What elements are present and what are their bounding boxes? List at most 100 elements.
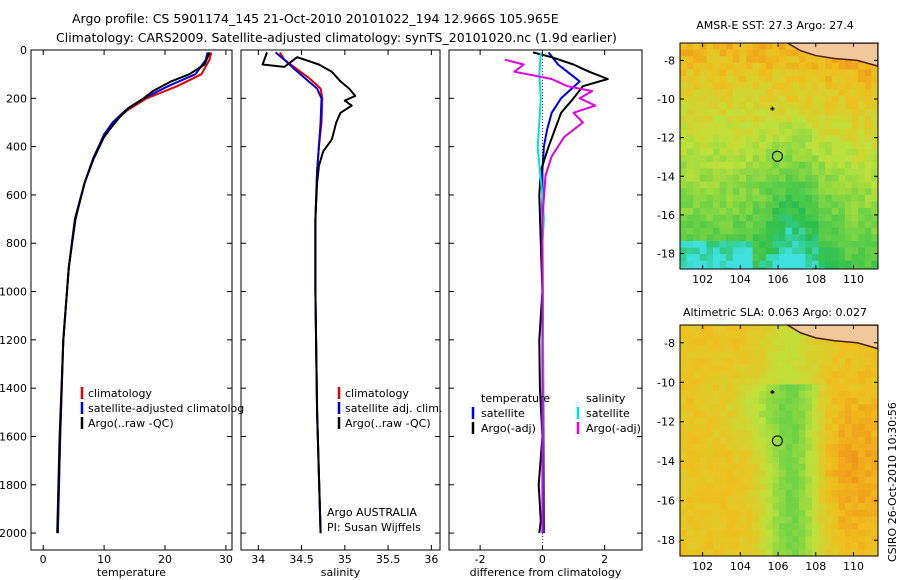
sla-map-cell: [831, 529, 839, 537]
sst-map-cell: [818, 208, 826, 215]
sla-map-cell: [699, 351, 707, 359]
sla-map-cell: [765, 523, 773, 530]
sst-map-cell: [732, 254, 740, 262]
sst-map-cell: [726, 194, 734, 202]
sla-map-cell: [851, 443, 859, 451]
sst-map-cell: [739, 62, 747, 70]
sst-map-cell: [699, 241, 707, 248]
sla-map-cell: [680, 338, 687, 346]
sla-map-cell: [864, 371, 872, 379]
sst-map-cell: [779, 181, 786, 189]
sla-map-cell: [858, 377, 866, 385]
sla-map-cell: [785, 443, 793, 451]
sst-map-cell: [726, 43, 734, 50]
sst-map-cell: [713, 49, 720, 57]
sla-map-cell: [699, 358, 707, 365]
sst-map-cell: [765, 142, 773, 149]
sla-map-cell: [864, 424, 872, 431]
temperature-ytick-label: 2000: [0, 527, 27, 540]
sst-map-cell: [686, 135, 694, 143]
sst-map-cell: [752, 155, 760, 163]
sla-map-cell: [713, 424, 720, 431]
sst-map-cell: [732, 175, 740, 182]
sst-map-cell: [864, 175, 872, 182]
salinity-series-2: [261, 52, 357, 534]
sst-map-cell: [851, 122, 859, 130]
sla-map-cell: [792, 523, 800, 530]
sst-map-cell: [713, 69, 720, 77]
sla-map-cell: [812, 496, 819, 504]
sst-map-cell: [779, 135, 786, 143]
sst-map-cell: [838, 161, 846, 169]
sla-map-cell: [864, 417, 872, 425]
sst-map-cell: [765, 214, 773, 222]
sst-map-cell: [713, 227, 720, 235]
sst-map-cell: [798, 168, 806, 176]
sla-map-cell: [726, 364, 734, 372]
sst-map-cell: [838, 168, 846, 176]
sst-map-cell: [713, 175, 720, 182]
pi-annotation: PI: Susan Wijffels: [327, 521, 421, 534]
sla-map-cell: [739, 476, 747, 484]
sst-map-cell: [686, 175, 694, 182]
sst-map-cell: [706, 241, 714, 248]
sla-map-cell: [779, 463, 786, 471]
sst-map-cell: [719, 181, 727, 189]
sla-map-cell: [686, 371, 694, 379]
argo-program-annotation: Argo AUSTRALIA: [327, 506, 417, 519]
sst-map-cell: [805, 76, 813, 83]
sla-map-cell: [812, 391, 819, 398]
sst-map-cell: [805, 89, 813, 97]
sst-map-cell: [798, 148, 806, 156]
sla-map-cell: [719, 457, 727, 464]
temperature-ytick-label: 400: [6, 141, 27, 154]
sla-map-cell: [838, 463, 846, 471]
sla-map-cell: [752, 364, 760, 372]
sst-map-cell: [686, 43, 694, 50]
sst-map-cell: [726, 208, 734, 215]
difference-xlabel: difference from climatology: [470, 566, 622, 579]
sla-map-cell: [779, 476, 786, 484]
sst-map-cell: [831, 69, 839, 77]
sla-map-cell: [693, 523, 701, 530]
sst-map-cell: [812, 201, 819, 209]
sst-map-cell: [785, 49, 793, 57]
sst-map-cell: [680, 201, 687, 209]
sla-map-cell: [779, 331, 786, 339]
sla-map-cell: [739, 384, 747, 392]
sst-map-cell: [706, 128, 714, 136]
sla-map-cell: [858, 549, 866, 556]
sst-map-cell: [871, 109, 878, 116]
sla-map-cell: [812, 542, 819, 550]
sst-map-cell: [785, 260, 793, 268]
sla-map-cell: [739, 516, 747, 524]
sst-map-cell: [693, 155, 701, 163]
sla-map-cell: [693, 516, 701, 524]
sla-map-cell: [858, 384, 866, 392]
sst-map-cell: [838, 102, 846, 110]
sla-map-cell: [818, 483, 826, 491]
difference-legend-group-label: salinity: [586, 392, 626, 405]
sla-map-cell: [706, 542, 714, 550]
sst-map-cell: [686, 62, 694, 70]
sla-map-cell: [759, 351, 767, 359]
sla-map-cell: [713, 331, 720, 339]
sst-map-cell: [812, 109, 819, 116]
sst-map-cell: [845, 267, 852, 269]
sst-map-cell: [699, 208, 707, 215]
sla-map-cell: [719, 536, 727, 544]
sst-map-frame: [679, 42, 879, 270]
sst-map-cell: [825, 102, 833, 110]
sla-map-cell: [812, 410, 819, 418]
sst-map-cell: [805, 62, 813, 70]
sla-map-cell: [825, 483, 833, 491]
sst-map-cell: [805, 56, 813, 64]
sst-map-cell: [825, 62, 833, 70]
sla-map-cell: [871, 529, 878, 537]
sla-map-cell: [851, 430, 859, 438]
sst-map-cell: [765, 49, 773, 57]
sst-map-cell: [779, 161, 786, 169]
sst-map-cell: [858, 254, 866, 262]
sst-map-cell: [719, 241, 727, 248]
sst-map-cell: [838, 115, 846, 123]
